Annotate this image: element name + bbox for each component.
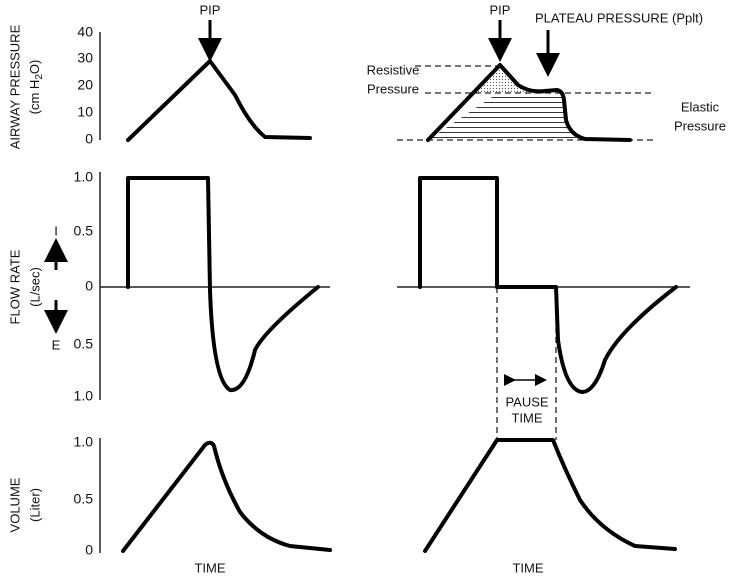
tick-label: 1.0 — [74, 388, 94, 404]
flow-panel: FLOW RATE (L/sec) I E 1.0 0.5 0 0.5 1.0 … — [7, 169, 690, 440]
tick-label: 0.5 — [74, 336, 94, 352]
tick-label: 0.5 — [74, 491, 94, 507]
flow-curve — [418, 176, 678, 394]
pressure-panel: AIRWAY PRESSURE (cm H2O) 40 30 20 10 0 P… — [7, 2, 726, 149]
tick-label: 30 — [77, 50, 93, 66]
pressure-curve — [126, 59, 312, 142]
tick-label: 0.5 — [74, 223, 94, 239]
volume-panel: VOLUME (Liter) 1.0 0.5 0 TIME TIME — [7, 434, 677, 575]
tick-label: 1.0 — [74, 434, 94, 450]
volume-curve — [423, 438, 677, 553]
tick-label: 40 — [77, 24, 93, 40]
tick-label: 10 — [77, 104, 93, 120]
annotation: Resistive — [367, 62, 420, 77]
annotation: PLATEAU PRESSURE (Pplt) — [535, 10, 703, 25]
annotation: PIP — [490, 2, 511, 17]
axis-label: FLOW RATE — [7, 249, 22, 324]
axis-unit: (L/sec) — [27, 267, 42, 307]
annotation: E — [52, 337, 61, 352]
flow-curve — [126, 176, 320, 393]
axis-label: AIRWAY PRESSURE — [7, 24, 22, 149]
tick-label: 1.0 — [74, 169, 94, 185]
resistive-area — [470, 65, 530, 93]
volume-curve — [121, 440, 332, 553]
annotation: Elastic — [681, 99, 720, 114]
annotation: PIP — [200, 2, 221, 17]
tick-label: 0 — [85, 131, 93, 147]
pressure-curve — [426, 63, 632, 142]
annotation: I — [54, 223, 58, 238]
elastic-area — [428, 93, 580, 140]
tick-label: 20 — [77, 77, 93, 93]
tick-label: 0 — [85, 542, 93, 558]
x-label: TIME — [194, 560, 225, 575]
axis-unit: (Liter) — [27, 488, 42, 522]
annotation: PAUSE — [505, 394, 548, 409]
annotation: Pressure — [674, 118, 726, 133]
axis-unit: (cm H2O) — [27, 60, 44, 115]
axis-label: VOLUME — [7, 477, 22, 532]
x-label: TIME — [512, 560, 543, 575]
annotation: TIME — [511, 410, 542, 425]
tick-label: 0 — [85, 278, 93, 294]
annotation: Pressure — [367, 81, 419, 96]
